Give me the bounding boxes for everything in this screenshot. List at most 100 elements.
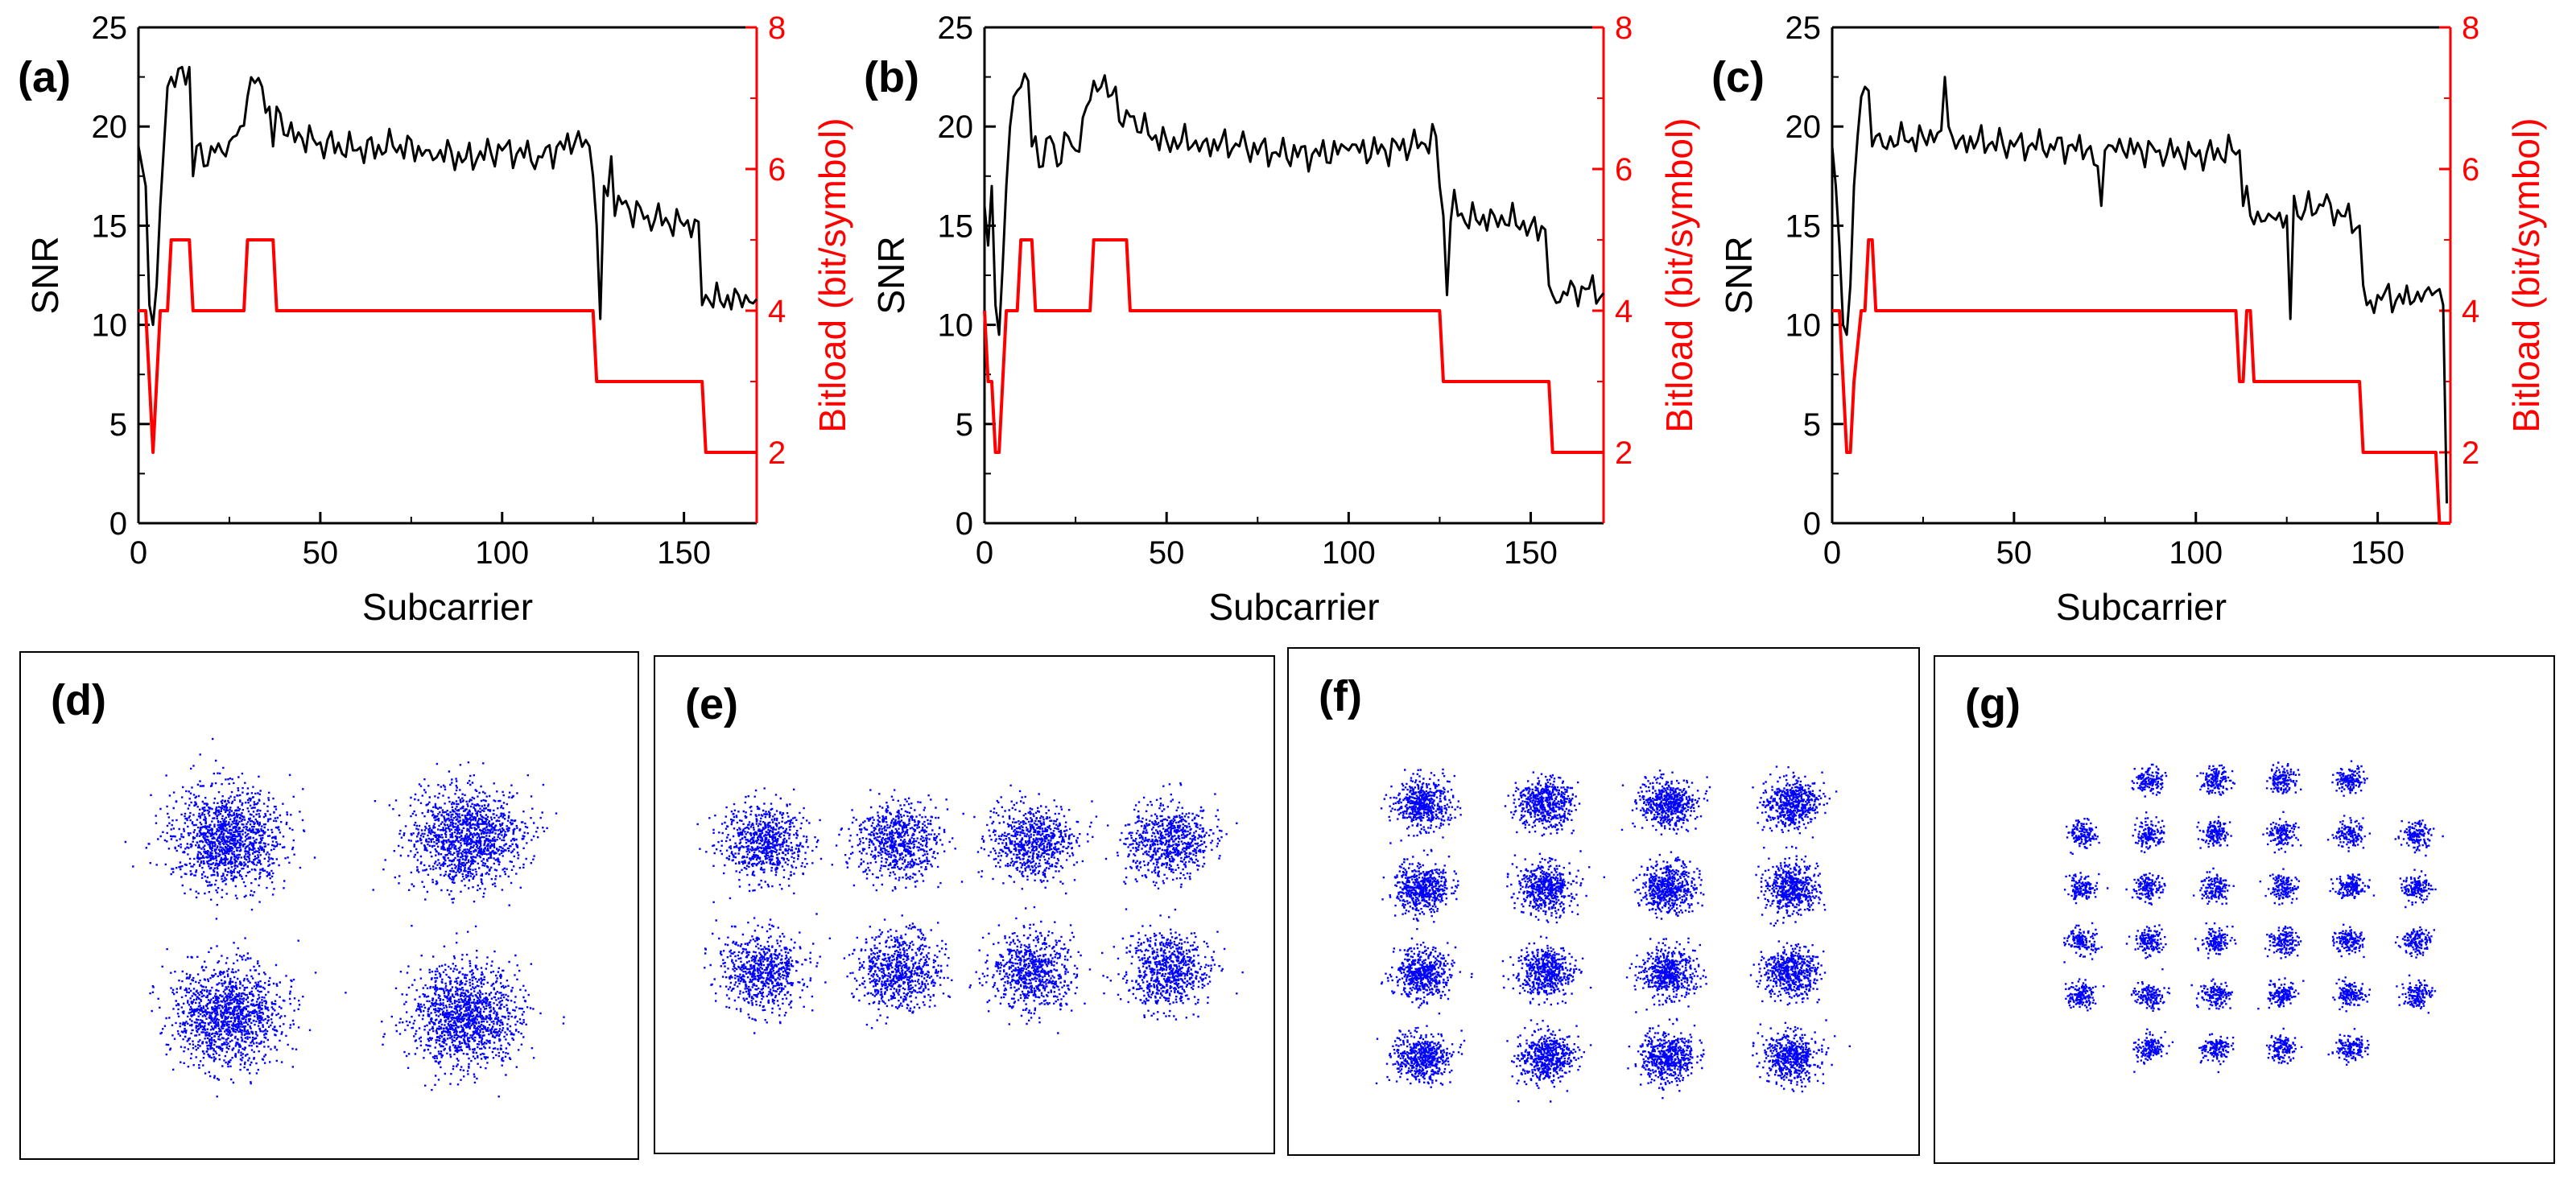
panel-e: (e) (654, 655, 1275, 1154)
constellation-cluster (1506, 850, 1605, 924)
constellation-cluster (960, 784, 1098, 895)
y2-axis-label: Bitload (bit/symbol) (1658, 118, 1700, 432)
panel-c: 0 5 10 15 20 25 0 50 100 150 2 4 6 8 Subcarrier SNR Bitl… (1711, 10, 2547, 628)
constellation-cluster (1632, 851, 1705, 920)
constellation-cluster (2265, 1027, 2303, 1065)
x-tick-label: 150 (1504, 535, 1558, 571)
y2-tick-label: 2 (2462, 435, 2479, 471)
bitload-series-line (983, 238, 1604, 454)
constellation-cluster (2194, 922, 2237, 959)
x-axis-label: Subcarrier (2056, 586, 2227, 628)
constellation-cluster (2265, 761, 2302, 794)
constellation-cluster (2066, 818, 2100, 855)
constellation-cluster (2132, 811, 2165, 853)
y2-tick-label: 8 (1615, 10, 1633, 46)
y-tick-label: 10 (1785, 308, 1822, 344)
y2-tick-label: 4 (1615, 294, 1633, 329)
x-axis-label: Subcarrier (1208, 586, 1379, 628)
panel-d: (d) (19, 651, 639, 1160)
constellation-cluster (2264, 926, 2302, 959)
y2-tick-label: 2 (768, 435, 786, 471)
y-tick-label: 0 (109, 506, 127, 542)
y2-tick-label: 6 (2462, 152, 2479, 188)
y-tick-label: 25 (92, 10, 128, 46)
panel-label: (c) (1711, 53, 1765, 101)
constellation-cluster (704, 913, 854, 1034)
x-tick-label: 0 (976, 535, 993, 571)
y-tick-label: 20 (1785, 109, 1822, 145)
constellation-cluster (2332, 976, 2371, 1013)
constellation-cluster (2130, 981, 2171, 1012)
panel-a: 0 5 10 15 20 25 0 50 100 150 2 4 6 8 Subcarrier SNR Bitl… (18, 10, 853, 628)
constellation-frame (19, 651, 639, 1160)
constellation-cluster (1381, 937, 1473, 1015)
bitload-series-line (1832, 238, 2450, 525)
y2-tick-label: 6 (1615, 152, 1633, 188)
constellation-cluster (2190, 978, 2233, 1010)
constellation-cluster (1380, 768, 1462, 858)
constellation-cluster (1752, 1019, 1851, 1093)
constellation-cluster (2125, 924, 2167, 971)
y2-axis-label: Bitload (bit/symbol) (811, 118, 853, 432)
constellation-cluster (1375, 1025, 1466, 1088)
constellation-cluster (2193, 867, 2235, 906)
constellation-cluster (2399, 868, 2437, 909)
x-tick-label: 100 (1322, 535, 1376, 571)
constellation-cluster (1625, 937, 1707, 1027)
constellation-cluster (1501, 935, 1592, 1006)
constellation-cluster (2063, 872, 2109, 905)
y-tick-label: 0 (1803, 506, 1821, 542)
y2-tick-label: 4 (2462, 294, 2479, 329)
panel-label: (g) (1965, 680, 2021, 728)
constellation-cluster (2063, 922, 2103, 963)
snr-series-line (137, 65, 758, 327)
snr-series-line (983, 72, 1605, 336)
panel-g: (g) (1934, 655, 2555, 1164)
snr-series-line (1831, 76, 2448, 504)
constellation-cluster (1749, 940, 1827, 1006)
constellation-cluster (1752, 765, 1838, 849)
x-tick-label: 150 (657, 535, 711, 571)
constellation-cluster (968, 906, 1108, 1034)
y-tick-label: 5 (956, 407, 973, 443)
constellation-cluster (1104, 782, 1238, 911)
constellation-cluster (2131, 763, 2168, 798)
x-tick-label: 0 (130, 535, 147, 571)
bitload-series-line (138, 238, 757, 454)
y-tick-label: 10 (92, 308, 128, 344)
x-tick-label: 100 (2169, 535, 2223, 571)
y-axis-label: SNR (870, 236, 912, 314)
y-tick-label: 25 (1785, 10, 1822, 46)
panel-label: (b) (864, 53, 919, 101)
panel-f: (f) (1287, 647, 1920, 1156)
constellation-cluster (2396, 974, 2437, 1014)
panel-label: (d) (51, 676, 106, 724)
constellation-cluster (2132, 1028, 2174, 1073)
x-tick-label: 50 (1149, 535, 1185, 571)
y-axis-label: SNR (24, 236, 66, 314)
constellation-cluster (1506, 1019, 1592, 1103)
constellation-cluster (1381, 848, 1459, 930)
x-axis-label: Subcarrier (362, 586, 533, 628)
constellation-cluster (1504, 771, 1581, 837)
panel-label: (a) (18, 53, 71, 101)
constellation-cluster (2329, 873, 2376, 899)
x-tick-label: 50 (303, 535, 339, 571)
constellation-cluster (372, 761, 558, 928)
constellation-cluster (2125, 872, 2166, 906)
constellation-cluster (2327, 1028, 2370, 1066)
y-tick-label: 5 (109, 407, 127, 443)
y2-tick-label: 8 (768, 10, 786, 46)
panel-label: (f) (1319, 672, 1362, 720)
constellation-cluster (2262, 811, 2302, 854)
y-tick-label: 15 (938, 208, 974, 244)
x-tick-label: 50 (1996, 535, 2033, 571)
y-tick-label: 15 (92, 208, 128, 244)
constellation-cluster (2326, 815, 2371, 852)
constellation-cluster (2065, 978, 2105, 1012)
constellation-cluster (843, 914, 953, 1029)
y2-axis-label: Bitload (bit/symbol) (2505, 118, 2547, 432)
y-tick-label: 10 (938, 308, 974, 344)
y-tick-label: 15 (1785, 208, 1822, 244)
